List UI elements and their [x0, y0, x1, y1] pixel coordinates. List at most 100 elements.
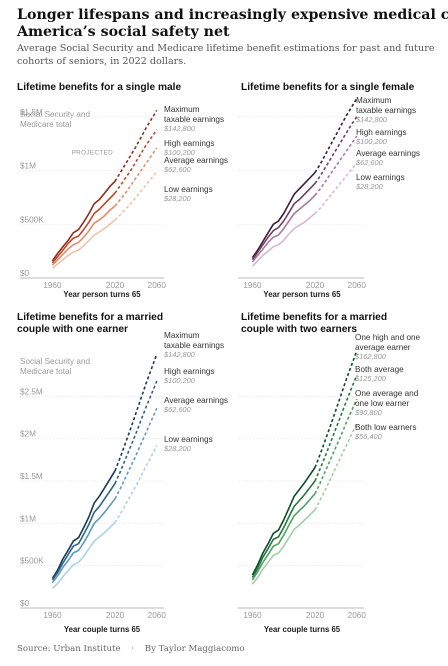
x-axis-title: Year couple turns 65: [64, 625, 141, 634]
y-axis-title: Social Security and Medicare total: [20, 357, 91, 376]
subhead: Average Social Security and Medicare lif…: [16, 43, 438, 67]
panel-title: Lifetime benefits for a single male: [17, 82, 182, 93]
x-tick-label: 2020: [306, 611, 325, 620]
series-line-projected: [314, 116, 358, 184]
series-line-projected: [314, 350, 358, 468]
x-axis-title: Year couple turns 65: [264, 625, 341, 634]
headline-line-2: America’s social safety net: [16, 24, 230, 40]
series-line-historical: [51, 192, 116, 264]
subhead-line-2: cohorts of seniors, in 2022 dollars.: [17, 56, 186, 67]
y-axis-title: Social Security and Medicare total: [20, 110, 91, 129]
series-line-projected: [114, 147, 158, 207]
series-line-historical: [51, 219, 116, 269]
panel-single-female: Lifetime benefits for a single female 196…: [238, 82, 420, 299]
y-tick-label: $1.5M: [20, 472, 43, 481]
x-tick-label: 1960: [243, 611, 262, 620]
x-axis-title: Year person turns 65: [263, 290, 341, 299]
series-value-label: $125,200: [354, 374, 387, 383]
series-label: High earnings: [164, 367, 215, 376]
projected-annotation: PROJECTED: [72, 149, 113, 156]
subhead-line-1: Average Social Security and Medicare lif…: [16, 43, 435, 54]
series-line-projected: [314, 423, 358, 511]
series-label: Low earnings: [164, 435, 213, 444]
panel-one-earner-couple: Lifetime benefits for a married couple wi…: [17, 312, 228, 634]
series-line-projected: [114, 353, 158, 472]
series-line-historical: [251, 509, 316, 585]
y-tick-label: $1M: [20, 514, 36, 523]
series-line-historical: [51, 470, 116, 579]
headline: Longer lifespans and increasingly expens…: [16, 7, 448, 40]
panel-title: Lifetime benefits for a married couple wi…: [241, 312, 387, 335]
panel-title-line: Lifetime benefits for a married: [17, 312, 163, 323]
series-line-projected: [114, 380, 158, 484]
series-line-historical: [251, 480, 316, 578]
series-value-label: $100,200: [355, 137, 388, 146]
y-axis-title-line: Medicare total: [20, 120, 72, 129]
series-value-label: $62,600: [163, 405, 192, 414]
series-label-line: Maximum: [164, 331, 200, 340]
y-axis-title-line: Social Security and: [20, 110, 91, 119]
series-line-projected: [114, 109, 158, 182]
series-line-projected: [314, 135, 358, 196]
series-line-historical: [251, 467, 316, 576]
series-label: High earnings: [164, 139, 215, 148]
series-value-label: $142,800: [355, 115, 388, 124]
series-line-projected: [114, 129, 158, 194]
x-tick-label: 2060: [148, 611, 167, 620]
y-tick-label: $1M: [20, 162, 36, 171]
byline: By Taylor Maggiacomo: [145, 644, 245, 654]
series-value-label: $142,800: [163, 350, 196, 359]
x-tick-label: 1960: [43, 281, 62, 290]
series-label: Average earnings: [356, 149, 420, 158]
series-line-projected: [314, 162, 358, 215]
panel-title-line: Lifetime benefits for a married: [241, 312, 387, 323]
panel-title: Lifetime benefits for a single female: [241, 82, 415, 93]
series-label-line: One average and: [355, 389, 419, 398]
series-value-label: $28,200: [163, 444, 192, 453]
series-line-projected: [314, 374, 358, 482]
series-value-label: $56,400: [354, 432, 383, 441]
series-label-line: taxable earnings: [164, 115, 224, 124]
series-label: High earnings: [356, 128, 407, 137]
x-tick-label: 1960: [43, 611, 62, 620]
series-line-projected: [314, 398, 358, 495]
headline-line-1: Longer lifespans and increasingly expens…: [17, 7, 448, 23]
series-line-historical: [51, 483, 116, 581]
series-label-line: taxable earnings: [356, 106, 416, 115]
y-tick-label: $0: [20, 269, 30, 278]
y-tick-label: $500K: [20, 215, 44, 224]
series-line-projected: [114, 407, 158, 500]
series-label: Average earnings: [164, 156, 228, 165]
series-value-label: $90,800: [354, 408, 383, 417]
x-tick-label: 2060: [348, 611, 367, 620]
y-axis-title-line: Social Security and: [20, 357, 91, 366]
series-label: One high and one average earner: [355, 333, 421, 352]
series-line-historical: [51, 521, 116, 590]
series-line-historical: [51, 498, 116, 584]
series-label-line: average earner: [355, 343, 411, 352]
panel-title-line: couple with two earners: [241, 324, 357, 335]
panel-title: Lifetime benefits for a married couple wi…: [17, 312, 163, 335]
series-line-historical: [251, 194, 316, 263]
series-label: One average and one low earner: [355, 389, 419, 408]
series-label: Low earnings: [164, 185, 213, 194]
x-tick-label: 2020: [106, 611, 125, 620]
series-value-label: $100,200: [163, 376, 196, 385]
series-value-label: $28,200: [163, 194, 192, 203]
series-value-label: $62,600: [355, 158, 384, 167]
series-line-historical: [251, 212, 316, 267]
series-line-historical: [251, 182, 316, 261]
series-label: Maximum taxable earnings: [164, 105, 224, 124]
y-tick-label: $0: [20, 599, 30, 608]
series-value-label: $28,200: [355, 182, 384, 191]
footer-separator: ·: [131, 644, 134, 654]
y-tick-label: $2M: [20, 430, 36, 439]
y-tick-label: $2.5M: [20, 387, 43, 396]
y-tick-label: $500K: [20, 557, 44, 566]
series-line-historical: [251, 493, 316, 581]
footer: Source: Urban Institute · By Taylor Magg…: [17, 644, 245, 654]
y-tick-label: $1.5M: [20, 108, 43, 117]
x-tick-label: 2020: [106, 281, 125, 290]
series-label-line: Maximum: [164, 105, 200, 114]
